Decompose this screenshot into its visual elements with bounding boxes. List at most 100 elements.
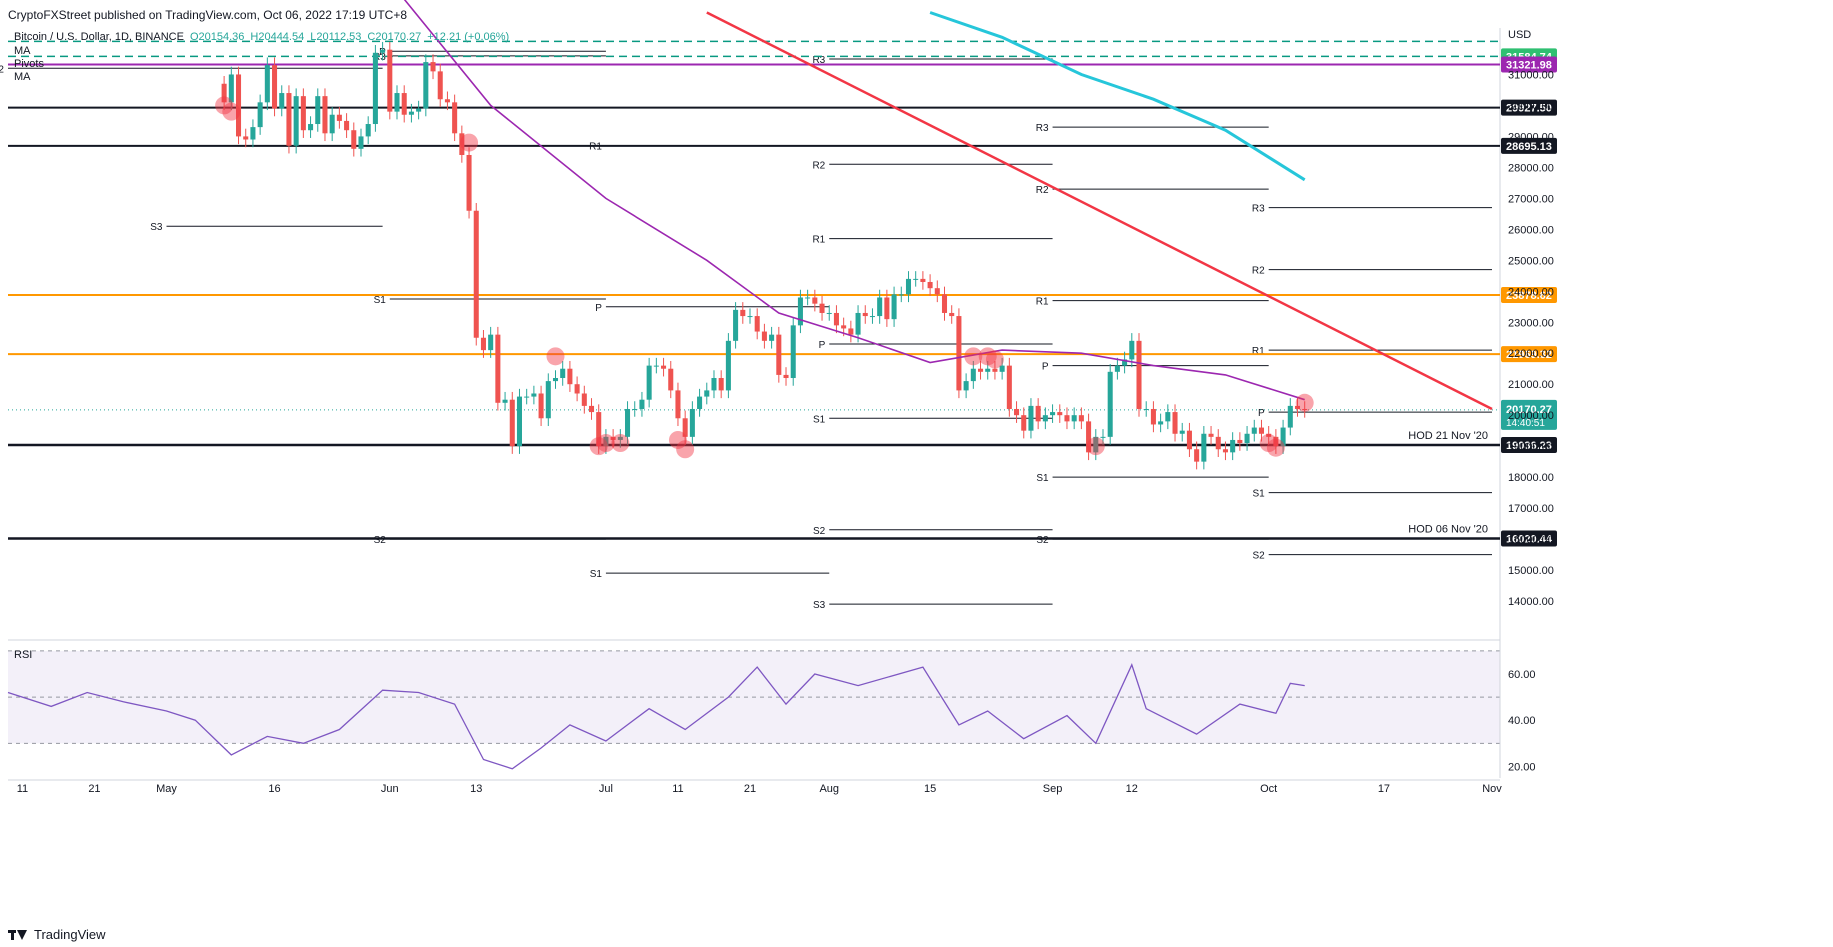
candle-body bbox=[596, 412, 602, 447]
price-tick-label: 31000.00 bbox=[1508, 69, 1554, 81]
candle-body bbox=[985, 368, 991, 372]
candle-body bbox=[754, 316, 760, 332]
legend-symbol: Bitcoin / U.S. Dollar, 1D, BINANCE bbox=[14, 31, 184, 43]
chart-legend: Bitcoin / U.S. Dollar, 1D, BINANCE O20154… bbox=[14, 31, 509, 83]
level-31321-tag bbox=[1501, 56, 1557, 73]
candle-body bbox=[1258, 427, 1264, 434]
candle-body bbox=[891, 294, 897, 320]
price-tick-label: 25000.00 bbox=[1508, 255, 1554, 267]
candle-body bbox=[300, 96, 306, 131]
candle-body bbox=[279, 93, 285, 109]
touch-circle bbox=[596, 434, 615, 453]
pivot-label: S2 bbox=[1252, 551, 1265, 562]
touch-circle bbox=[611, 434, 630, 453]
legend-high: H20444.54 bbox=[250, 31, 304, 43]
candle-body bbox=[1237, 439, 1243, 444]
candle-body bbox=[819, 303, 825, 313]
price-tick-label: 20000.00 bbox=[1508, 410, 1554, 422]
publisher-text: CryptoFXStreet published on TradingView.… bbox=[8, 8, 407, 22]
candle-body bbox=[416, 108, 422, 112]
pivot-label: R1 bbox=[812, 235, 825, 246]
time-tick-label: 11 bbox=[672, 783, 683, 795]
candle-body bbox=[250, 127, 256, 140]
pivot-label: R1 bbox=[1036, 297, 1049, 308]
candle-body bbox=[380, 49, 386, 53]
candle-body bbox=[1186, 430, 1192, 450]
pivot-label: R1 bbox=[589, 142, 602, 153]
time-tick-label: Aug bbox=[819, 783, 839, 795]
candle-body bbox=[697, 396, 703, 409]
candle-body bbox=[228, 74, 234, 103]
candle-body bbox=[257, 102, 263, 128]
candle-body bbox=[826, 312, 832, 314]
candle-body bbox=[848, 328, 854, 335]
pivot-label: S3 bbox=[150, 222, 163, 233]
pivot-label: R3 bbox=[1036, 123, 1049, 134]
candle-body bbox=[430, 62, 436, 72]
price-tick-label: 21000.00 bbox=[1508, 379, 1554, 391]
candle-body bbox=[1194, 449, 1200, 462]
candle-body bbox=[1215, 436, 1221, 450]
legend-study: MA bbox=[14, 45, 31, 57]
circle-layer bbox=[215, 96, 1314, 459]
candle-body bbox=[444, 99, 450, 103]
candle-body bbox=[1100, 436, 1106, 438]
level-layer: 31584.7431321.9829927.5028695.1323878.62… bbox=[8, 40, 1557, 547]
touch-circle bbox=[1259, 434, 1278, 453]
pivot-label: R1 bbox=[1252, 346, 1265, 357]
legend-low: L20112.53 bbox=[310, 31, 361, 43]
time-tick-label: 13 bbox=[470, 783, 482, 795]
candle-body bbox=[1230, 439, 1236, 453]
candle-body bbox=[941, 294, 948, 313]
candle-body bbox=[588, 405, 595, 413]
candle-body bbox=[898, 294, 904, 296]
time-axis[interactable]: 11 21 May 16 Jun 13 Jul 11 21 Aug 15 Sep 12 Oct 17 Nov bbox=[17, 783, 1503, 795]
candle-body bbox=[387, 49, 393, 112]
candle-body bbox=[1143, 408, 1149, 410]
touch-circle bbox=[964, 347, 983, 366]
candle-body bbox=[884, 297, 890, 320]
touch-circle bbox=[589, 437, 608, 456]
pivot-label: R3 bbox=[373, 52, 386, 63]
candle-body bbox=[351, 130, 357, 149]
price-tick-label: 16000.00 bbox=[1508, 534, 1554, 546]
pivot-label: R3 bbox=[812, 55, 825, 66]
footer-brand[interactable]: TradingView bbox=[8, 924, 106, 944]
level-16020-tag-label: 16020.44 bbox=[1506, 533, 1553, 545]
level-19036-tag bbox=[1501, 437, 1557, 454]
candle-body bbox=[862, 312, 868, 317]
candle-body bbox=[1129, 340, 1135, 360]
candle-body bbox=[877, 297, 883, 317]
candle-body bbox=[243, 136, 249, 140]
ma-purple-line bbox=[403, 0, 1305, 401]
candle-body bbox=[725, 340, 731, 391]
candle-body bbox=[1107, 371, 1113, 437]
candle-body bbox=[718, 378, 724, 391]
legend-study: MA bbox=[14, 71, 31, 83]
level-23878-tag-label: 23878.62 bbox=[1506, 290, 1552, 302]
currency-label: USD bbox=[1508, 29, 1531, 41]
level-29927-tag bbox=[1501, 99, 1557, 116]
pivot-label: P bbox=[1258, 408, 1265, 419]
level-28695-tag-label: 28695.13 bbox=[1506, 141, 1552, 153]
grid-layer bbox=[8, 28, 1501, 781]
level-19036-annotation: HOD 21 Nov '20 bbox=[1408, 430, 1488, 442]
candle-body bbox=[286, 93, 292, 146]
price-tick-label: 30000.00 bbox=[1508, 100, 1554, 112]
legend-change: +12.21 (+0.06%) bbox=[427, 31, 509, 43]
candle-body bbox=[1158, 421, 1164, 425]
countdown-label: 14:40:51 bbox=[1506, 418, 1545, 429]
candle-body bbox=[1244, 433, 1250, 444]
candle-body bbox=[1114, 365, 1120, 372]
level-16020-annotation: HOD 06 Nov '20 bbox=[1408, 523, 1488, 535]
level-23878-tag bbox=[1501, 287, 1557, 304]
price-tick-label: 14000.00 bbox=[1508, 596, 1554, 608]
time-tick-label: 15 bbox=[924, 783, 936, 795]
time-tick-label: Jun bbox=[381, 783, 399, 795]
legend-open: O20154.36 bbox=[190, 31, 244, 43]
level-29927-tag-label: 29927.50 bbox=[1506, 103, 1552, 115]
pivot-label: S1 bbox=[374, 295, 387, 306]
time-tick-label: Sep bbox=[1043, 783, 1063, 795]
price-axis[interactable]: USD 14000.00 15000.00 16000.00 17000.00 18000… bbox=[1508, 29, 1554, 608]
